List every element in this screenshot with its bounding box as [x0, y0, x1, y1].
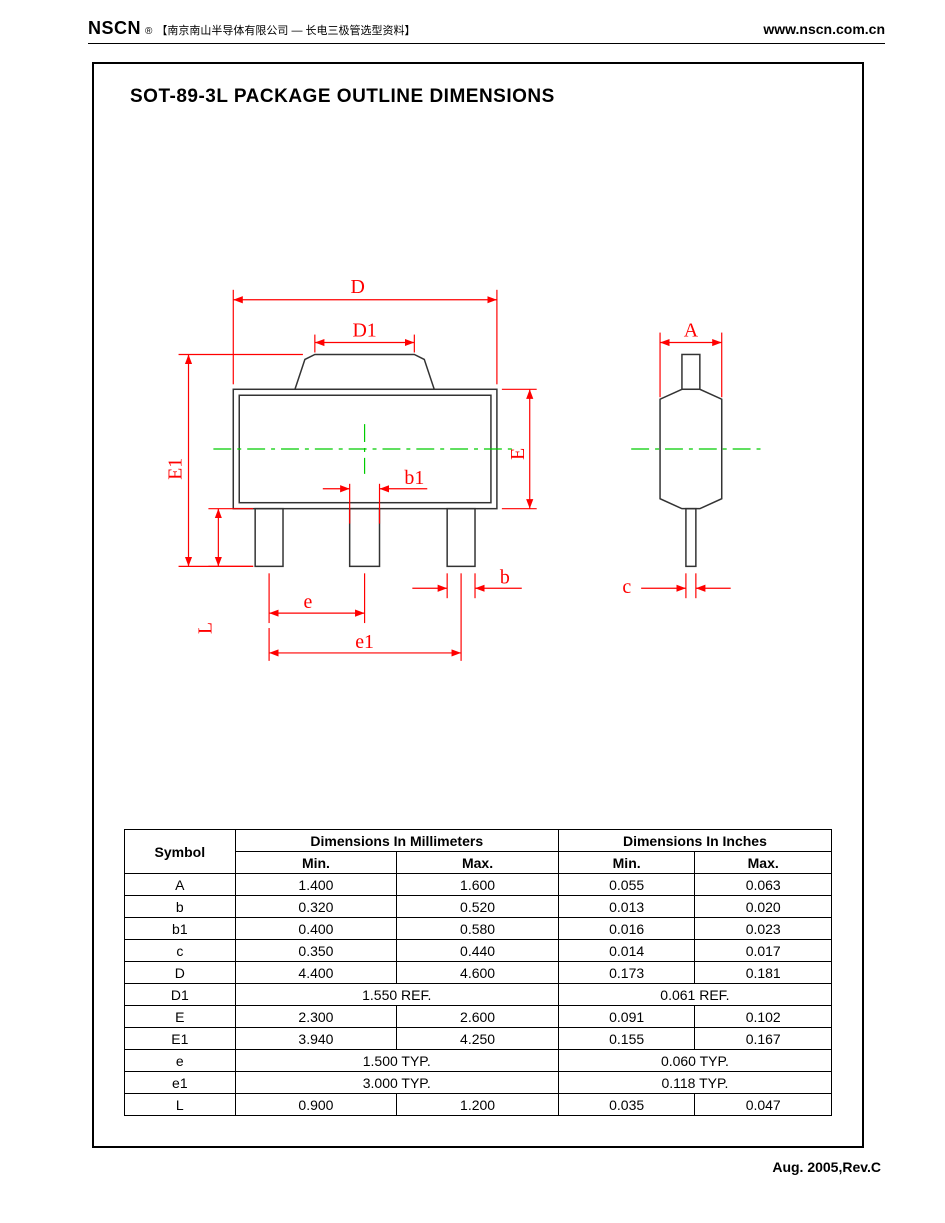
- table-row: c0.3500.4400.0140.017: [125, 940, 832, 962]
- cell-mm-min: 0.350: [235, 940, 397, 962]
- label-D1: D1: [352, 320, 376, 342]
- dim-A: [660, 333, 722, 398]
- cell-in-min: 0.173: [558, 962, 695, 984]
- cell-mm-max: 4.600: [397, 962, 559, 984]
- site-url: www.nscn.com.cn: [763, 21, 885, 37]
- cell-mm-min: 0.400: [235, 918, 397, 940]
- table-row: D11.550 REF.0.061 REF.: [125, 984, 832, 1006]
- label-b: b: [500, 566, 510, 588]
- cell-in-min: 0.014: [558, 940, 695, 962]
- dim-b1: [323, 484, 427, 524]
- cell-symbol: D1: [125, 984, 236, 1006]
- registered-mark: ®: [145, 26, 152, 37]
- cell-mm-min: 4.400: [235, 962, 397, 984]
- label-L: L: [194, 622, 216, 634]
- company-name: 【南京南山半导体有限公司 — 长电三极管选型资料】: [156, 22, 415, 38]
- cell-symbol: b1: [125, 918, 236, 940]
- cell-mm-max: 4.250: [397, 1028, 559, 1050]
- cell-symbol: D: [125, 962, 236, 984]
- cell-in-max: 0.063: [695, 874, 832, 896]
- col-mm-min: Min.: [235, 852, 397, 874]
- cell-in-max: 0.102: [695, 1006, 832, 1028]
- cell-in-max: 0.023: [695, 918, 832, 940]
- label-e: e: [303, 591, 312, 613]
- cell-mm-max: 2.600: [397, 1006, 559, 1028]
- table-row: L0.9001.2000.0350.047: [125, 1094, 832, 1116]
- cell-mm-max: 0.580: [397, 918, 559, 940]
- dim-c: [641, 573, 731, 598]
- content-frame: SOT-89-3L PACKAGE OUTLINE DIMENSIONS: [92, 62, 864, 1148]
- col-in-min: Min.: [558, 852, 695, 874]
- cell-in-max: 0.167: [695, 1028, 832, 1050]
- cell-in-min: 0.055: [558, 874, 695, 896]
- cell-in-min: 0.016: [558, 918, 695, 940]
- table-row: A1.4001.6000.0550.063: [125, 874, 832, 896]
- table-row: E2.3002.6000.0910.102: [125, 1006, 832, 1028]
- cell-mm-max: 0.520: [397, 896, 559, 918]
- cell-symbol: b: [125, 896, 236, 918]
- table-row: e13.000 TYP.0.118 TYP.: [125, 1072, 832, 1094]
- dim-L: [208, 509, 253, 567]
- cell-symbol: c: [125, 940, 236, 962]
- cell-symbol: E1: [125, 1028, 236, 1050]
- logo-text: NSCN: [88, 18, 141, 39]
- cell-in-min: 0.035: [558, 1094, 695, 1116]
- cell-mm-span: 3.000 TYP.: [235, 1072, 558, 1094]
- label-e1: e1: [355, 631, 374, 653]
- col-mm-max: Max.: [397, 852, 559, 874]
- cell-mm-max: 1.600: [397, 874, 559, 896]
- label-E1: E1: [165, 458, 187, 480]
- label-c: c: [622, 576, 631, 598]
- revision-text: Aug. 2005,Rev.C: [772, 1159, 881, 1175]
- dim-e: [269, 573, 365, 623]
- front-centerlines: [213, 424, 516, 474]
- col-mm: Dimensions In Millimeters: [235, 830, 558, 852]
- table-row: E13.9404.2500.1550.167: [125, 1028, 832, 1050]
- diagram-svg: D D1 E1 E: [94, 184, 862, 704]
- dim-E1: [179, 354, 303, 566]
- cell-mm-min: 0.320: [235, 896, 397, 918]
- col-in-max: Max.: [695, 852, 832, 874]
- cell-symbol: e: [125, 1050, 236, 1072]
- col-symbol: Symbol: [125, 830, 236, 874]
- cell-symbol: e1: [125, 1072, 236, 1094]
- cell-in-span: 0.118 TYP.: [558, 1072, 831, 1094]
- col-in: Dimensions In Inches: [558, 830, 831, 852]
- table-row: D4.4004.6000.1730.181: [125, 962, 832, 984]
- cell-mm-span: 1.550 REF.: [235, 984, 558, 1006]
- cell-mm-min: 0.900: [235, 1094, 397, 1116]
- cell-mm-min: 2.300: [235, 1006, 397, 1028]
- side-body: [660, 354, 722, 566]
- logo-block: NSCN ® 【南京南山半导体有限公司 — 长电三极管选型资料】: [88, 18, 416, 39]
- cell-symbol: L: [125, 1094, 236, 1116]
- dimensions-table: Symbol Dimensions In Millimeters Dimensi…: [124, 829, 832, 1116]
- cell-in-max: 0.181: [695, 962, 832, 984]
- cell-mm-span: 1.500 TYP.: [235, 1050, 558, 1072]
- cell-in-span: 0.061 REF.: [558, 984, 831, 1006]
- cell-in-max: 0.020: [695, 896, 832, 918]
- label-E: E: [507, 448, 529, 460]
- table-body: A1.4001.6000.0550.063b0.3200.5200.0130.0…: [125, 874, 832, 1116]
- cell-symbol: A: [125, 874, 236, 896]
- cell-mm-min: 3.940: [235, 1028, 397, 1050]
- cell-mm-max: 1.200: [397, 1094, 559, 1116]
- cell-in-max: 0.047: [695, 1094, 832, 1116]
- table-row: e1.500 TYP.0.060 TYP.: [125, 1050, 832, 1072]
- page-header: NSCN ® 【南京南山半导体有限公司 — 长电三极管选型资料】 www.nsc…: [88, 18, 885, 44]
- cell-symbol: E: [125, 1006, 236, 1028]
- cell-mm-min: 1.400: [235, 874, 397, 896]
- cell-in-max: 0.017: [695, 940, 832, 962]
- cell-in-min: 0.091: [558, 1006, 695, 1028]
- page-title: SOT-89-3L PACKAGE OUTLINE DIMENSIONS: [130, 86, 555, 108]
- cell-in-min: 0.013: [558, 896, 695, 918]
- package-diagram: D D1 E1 E: [94, 184, 862, 704]
- table-row: b10.4000.5800.0160.023: [125, 918, 832, 940]
- table-row: b0.3200.5200.0130.020: [125, 896, 832, 918]
- label-A: A: [684, 320, 699, 342]
- cell-in-span: 0.060 TYP.: [558, 1050, 831, 1072]
- label-D: D: [350, 276, 364, 298]
- label-b1: b1: [404, 467, 424, 489]
- cell-in-min: 0.155: [558, 1028, 695, 1050]
- cell-mm-max: 0.440: [397, 940, 559, 962]
